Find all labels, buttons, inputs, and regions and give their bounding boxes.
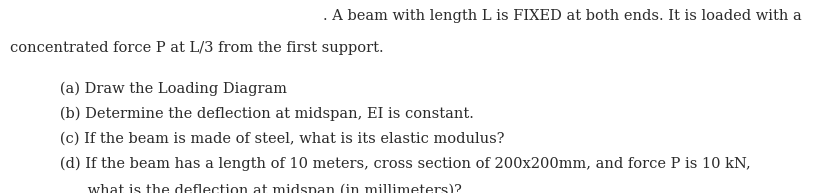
Text: (d) If the beam has a length of 10 meters, cross section of 200x200mm, and force: (d) If the beam has a length of 10 meter… <box>45 157 749 171</box>
Text: (a) Draw the Loading Diagram: (a) Draw the Loading Diagram <box>45 81 286 96</box>
Text: what is the deflection at midspan (in millimeters)?: what is the deflection at midspan (in mi… <box>45 184 461 193</box>
Text: . A beam with length L is FIXED at both ends. It is loaded with a: . A beam with length L is FIXED at both … <box>323 9 801 23</box>
Text: (b) Determine the deflection at midspan, EI is constant.: (b) Determine the deflection at midspan,… <box>45 106 473 121</box>
Text: concentrated force P at L/3 from the first support.: concentrated force P at L/3 from the fir… <box>10 41 383 55</box>
Text: (c) If the beam is made of steel, what is its elastic modulus?: (c) If the beam is made of steel, what i… <box>45 132 504 146</box>
